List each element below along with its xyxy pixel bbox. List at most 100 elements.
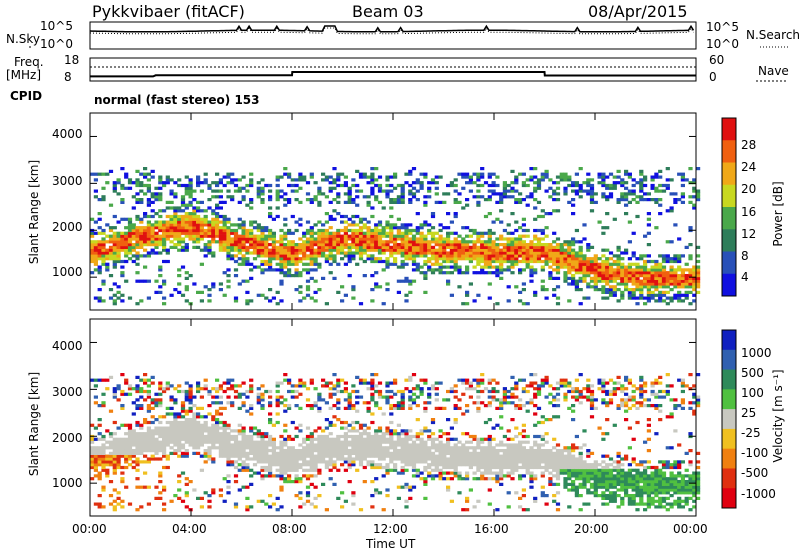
power-cell (362, 223, 367, 227)
velocity-cell (264, 465, 269, 470)
power-cell (90, 234, 95, 238)
power-cell (389, 200, 394, 204)
velocity-cell (249, 468, 254, 472)
power-cell (487, 195, 492, 199)
power-cell (552, 254, 557, 258)
power-cell (442, 251, 447, 255)
power-cell (578, 279, 583, 283)
power-cell (162, 231, 167, 235)
velocity-cell (449, 426, 454, 430)
velocity-cell (302, 454, 307, 458)
power-cell (525, 234, 530, 238)
power-cell (298, 259, 303, 264)
power-cell (169, 293, 174, 297)
velocity-cell (321, 446, 326, 450)
power-cell (643, 262, 648, 266)
power-cell (620, 282, 625, 286)
power-cell (582, 223, 587, 227)
velocity-cell (347, 460, 352, 464)
power-cell (597, 257, 602, 261)
power-cell (521, 245, 526, 249)
power-cell (529, 175, 534, 179)
velocity-cell (419, 457, 424, 461)
velocity-cell (264, 454, 269, 458)
power-cell (90, 217, 95, 221)
power-cell (430, 248, 436, 252)
velocity-cell (483, 463, 489, 467)
power-cell (230, 257, 235, 261)
power-cell (108, 254, 114, 258)
power-cell (120, 217, 125, 221)
velocity-cell (430, 477, 436, 481)
power-cell (279, 237, 284, 241)
velocity-cell (135, 420, 140, 425)
velocity-cell (180, 429, 186, 433)
velocity-cell (434, 392, 439, 396)
power-cell (559, 259, 564, 264)
velocity-cell (260, 395, 265, 399)
velocity-cell (396, 440, 401, 444)
velocity-cell (218, 384, 223, 388)
power-cell (294, 257, 299, 261)
velocity-cell (279, 443, 284, 447)
power-cell (555, 268, 561, 272)
velocity-cell (487, 460, 492, 464)
velocity-cell (430, 454, 436, 458)
power-cell (665, 178, 670, 182)
power-cell (101, 279, 106, 283)
velocity-cell (226, 491, 231, 495)
power-cell (192, 223, 197, 227)
power-cell (169, 214, 174, 219)
power-cell (374, 271, 379, 275)
power-cell (233, 178, 239, 182)
power-cell (446, 192, 451, 196)
velocity-cell (313, 446, 318, 450)
velocity-cell (226, 446, 231, 450)
power-cell (332, 234, 337, 238)
power-cell (631, 293, 636, 297)
power-cell (177, 268, 182, 272)
power-cell (131, 237, 136, 241)
power-cell (385, 231, 390, 235)
velocity-cell (207, 451, 212, 455)
power-cell (661, 265, 667, 269)
power-cell (442, 243, 447, 247)
power-cell (184, 186, 189, 190)
power-cell (120, 183, 125, 188)
power-cell (616, 274, 621, 278)
power-cell (271, 296, 276, 300)
power-cell (222, 175, 227, 179)
power-cell (616, 262, 621, 266)
velocity-cell (173, 443, 178, 447)
power-cell (616, 175, 621, 179)
power-cell (521, 243, 526, 247)
power-cell (597, 262, 602, 266)
power-cell (298, 217, 303, 221)
power-cell (146, 254, 151, 258)
power-cell (465, 257, 470, 261)
power-cell (502, 237, 507, 241)
power-cell (472, 243, 477, 247)
velocity-cell (226, 451, 231, 455)
power-cell (347, 217, 352, 221)
velocity-cell (502, 454, 507, 458)
velocity-cell (476, 465, 481, 470)
velocity-cell (449, 437, 454, 441)
velocity-cell (366, 381, 371, 385)
velocity-cell (199, 454, 204, 458)
power-cell (567, 248, 572, 252)
velocity-cell (427, 387, 432, 391)
power-cell (260, 226, 265, 230)
velocity-cell (177, 488, 182, 492)
velocity-cell (184, 423, 189, 427)
velocity-cell (495, 480, 500, 484)
power-cell (555, 285, 561, 289)
power-cell (529, 243, 534, 247)
velocity-cell (233, 384, 239, 388)
power-cell (427, 245, 432, 249)
power-cell (465, 245, 470, 249)
power-cell (150, 228, 155, 233)
velocity-cell (374, 443, 379, 447)
power-cell (192, 240, 197, 244)
power-cell (612, 175, 617, 179)
